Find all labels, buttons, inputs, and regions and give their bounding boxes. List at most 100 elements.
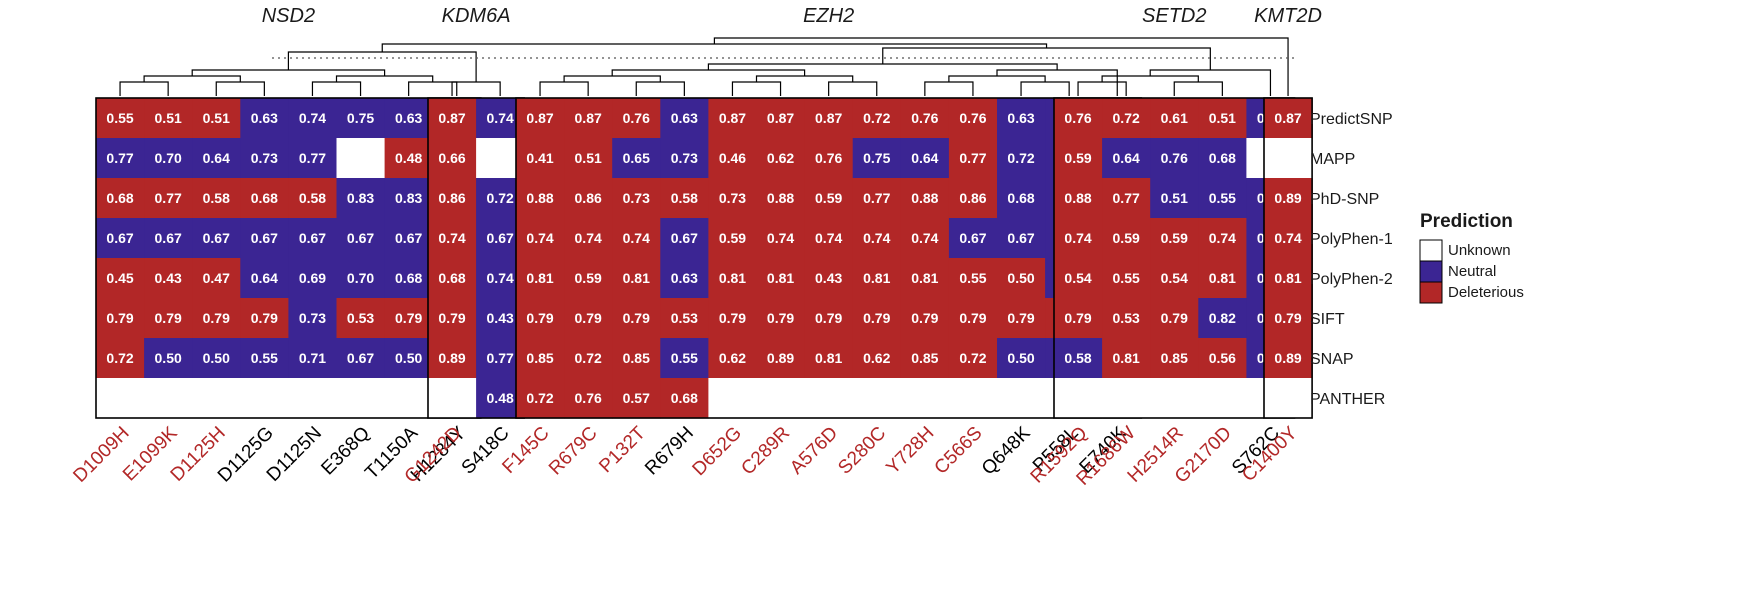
cell-value: 0.74 (487, 270, 514, 286)
heatmap-cell (240, 218, 289, 259)
heatmap-cell (1054, 178, 1103, 219)
heatmap-cell (804, 138, 854, 179)
cell-value: 0.88 (767, 190, 794, 206)
cell-value: 0.68 (671, 390, 698, 406)
cell-value: 0.83 (347, 190, 374, 206)
dendrogram-branch (451, 81, 501, 96)
dendrogram-branch (611, 69, 806, 76)
heatmap-cell (336, 218, 386, 259)
heatmap-cell (428, 378, 477, 419)
cell-value: 0.77 (1113, 190, 1140, 206)
cell-value: 0.72 (959, 350, 986, 366)
heatmap-cell (144, 138, 193, 179)
heatmap-cell (1198, 298, 1247, 339)
heatmap-cell (852, 138, 902, 179)
dendrogram-branch (882, 47, 1211, 70)
cell-value: 0.85 (623, 350, 650, 366)
heatmap-cell (240, 298, 289, 339)
dendrogram-branch (755, 75, 854, 82)
heatmap-cell (1102, 338, 1151, 379)
cell-value: 0.64 (1113, 150, 1140, 166)
cell-value: 0.54 (1161, 270, 1188, 286)
cell-value: 0.74 (1274, 230, 1301, 246)
cell-value: 0.67 (395, 230, 422, 246)
cell-value: 0.48 (395, 150, 422, 166)
gene-label-ezh2: EZH2 (803, 5, 854, 27)
dendrogram-branch (1101, 75, 1199, 82)
heatmap-cell (1198, 178, 1247, 219)
cell-value: 0.63 (395, 110, 422, 126)
legend-title: Prediction (1420, 211, 1513, 232)
cell-value: 0.51 (155, 110, 182, 126)
heatmap-block-ezh2: 0.87 0.87 0.76 0.63 0.87 0.87 0.87 0.72 0.76 0.76… (515, 97, 1143, 419)
cell-value: 0.86 (959, 190, 986, 206)
cell-value: 0.51 (575, 150, 602, 166)
heatmap-cell (384, 298, 434, 339)
cell-value: 0.81 (719, 270, 746, 286)
cell-value: 0.72 (575, 350, 602, 366)
cell-value: 0.67 (347, 350, 374, 366)
heatmap-cell (96, 258, 145, 299)
cell-value: 0.76 (1161, 150, 1188, 166)
heatmap-cell (192, 338, 241, 379)
heatmap-cell (288, 98, 338, 139)
dendrogram-branch (287, 51, 477, 82)
cell-value: 0.77 (863, 190, 890, 206)
heatmap-cell (948, 98, 998, 139)
cell-value: 0.59 (1161, 230, 1188, 246)
cell-value: 0.67 (487, 230, 514, 246)
cell-value: 0.43 (155, 270, 182, 286)
heatmap-cell (144, 218, 193, 259)
heatmap-cell (997, 258, 1046, 299)
heatmap-blocks: 0.55 0.51 0.51 0.63 0.74 0.75 0.63 0.65 0.77 0.70… (95, 97, 1313, 419)
heatmap-cell (852, 178, 902, 219)
heatmap-cell (660, 378, 709, 419)
heatmap-cell (708, 178, 758, 219)
heatmap-cell (428, 218, 477, 259)
dendrogram-branch (335, 75, 434, 82)
heatmap-cell (997, 178, 1046, 219)
cell-value: 0.55 (1209, 190, 1236, 206)
cell-value: 0.41 (526, 150, 553, 166)
heatmap-cell (1054, 338, 1103, 379)
heatmap-cell (144, 338, 193, 379)
dendrogram-branch (1173, 81, 1223, 96)
heatmap-cell (1054, 138, 1103, 179)
heatmap-cell (240, 338, 289, 379)
cell-value: 0.79 (575, 310, 602, 326)
heatmap-cell (288, 378, 338, 419)
heatmap-cell (660, 98, 709, 139)
heatmap-cell (1102, 98, 1151, 139)
heatmap-cell (900, 98, 950, 139)
heatmap-cell (1264, 218, 1313, 259)
dendrogram-branch (828, 81, 878, 96)
cell-value: 0.67 (251, 230, 278, 246)
cell-value: 0.76 (959, 110, 986, 126)
cell-value: 0.79 (959, 310, 986, 326)
heatmap-cell (564, 218, 613, 259)
heatmap-cell (336, 378, 386, 419)
cell-value: 0.67 (959, 230, 986, 246)
heatmap-cell (516, 378, 565, 419)
heatmap-cell (948, 378, 998, 419)
heatmap-cell (852, 218, 902, 259)
heatmap-cell (1102, 378, 1151, 419)
cell-value: 0.87 (719, 110, 746, 126)
dendrogram-branch (707, 63, 1058, 70)
heatmap-cell (948, 178, 998, 219)
heatmap-cell (336, 178, 386, 219)
cell-value: 0.79 (1007, 310, 1034, 326)
heatmap-cell (852, 338, 902, 379)
cell-value: 0.59 (1113, 230, 1140, 246)
heatmap-cell (804, 378, 854, 419)
heatmap-cell (852, 98, 902, 139)
cell-value: 0.79 (251, 310, 278, 326)
cell-value: 0.89 (1274, 350, 1301, 366)
cell-value: 0.79 (1064, 310, 1091, 326)
cell-value: 0.45 (106, 270, 133, 286)
cell-value: 0.59 (815, 190, 842, 206)
heatmap-cell (564, 258, 613, 299)
cell-value: 0.53 (671, 310, 698, 326)
legend-label: Neutral (1448, 263, 1496, 280)
